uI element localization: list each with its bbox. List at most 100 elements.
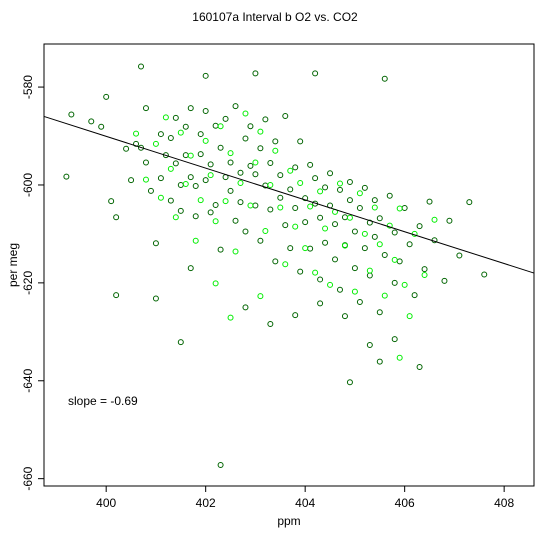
data-point [222, 115, 229, 122]
data-point [441, 277, 448, 284]
data-point [167, 165, 174, 172]
data-point [212, 202, 219, 209]
data-point [267, 181, 274, 188]
data-point [381, 292, 388, 299]
y-axis: -580 -600 -620 -640 -660 [21, 75, 44, 491]
data-point [346, 197, 353, 204]
data-point [237, 169, 244, 176]
data-point [376, 215, 383, 222]
data-point [302, 219, 309, 226]
data-point [242, 110, 249, 117]
data-point [257, 293, 264, 300]
data-point [187, 265, 194, 272]
data-point [202, 72, 209, 79]
data-point [361, 184, 368, 191]
data-point [177, 207, 184, 214]
data-point [282, 112, 289, 119]
data-point [297, 268, 304, 275]
data-point [376, 358, 383, 365]
data-point [401, 281, 408, 288]
data-point [322, 225, 329, 232]
data-point [152, 295, 159, 302]
data-point [202, 177, 209, 184]
data-point [98, 123, 105, 130]
data-point [312, 70, 319, 77]
data-point [232, 103, 239, 110]
data-point [242, 135, 249, 142]
data-point [182, 180, 189, 187]
data-point [297, 138, 304, 145]
data-point [152, 240, 159, 247]
data-point [406, 313, 413, 320]
x-tick-label: 402 [196, 496, 216, 510]
chart-title: 160107a Interval b O2 vs. CO2 [192, 10, 358, 24]
data-point [361, 230, 368, 237]
data-point [287, 167, 294, 174]
data-point [192, 213, 199, 220]
data-point [217, 461, 224, 468]
data-point [481, 271, 488, 278]
data-point [247, 123, 254, 130]
data-point [267, 206, 274, 213]
data-point [187, 174, 194, 181]
data-point [396, 205, 403, 212]
data-point [317, 276, 324, 283]
data-point [431, 216, 438, 223]
data-point [322, 239, 329, 246]
data-point [192, 237, 199, 244]
data-point [391, 229, 398, 236]
data-point [287, 245, 294, 252]
data-point [346, 179, 353, 186]
data-point [312, 269, 319, 276]
data-point [257, 128, 264, 135]
data-point [247, 202, 254, 209]
data-point [416, 223, 423, 230]
data-point [272, 138, 279, 145]
data-point [113, 292, 120, 299]
data-point [167, 134, 174, 141]
data-point [217, 123, 224, 130]
data-point [252, 159, 259, 166]
data-point [356, 298, 363, 305]
data-point [182, 123, 189, 130]
data-point [187, 152, 194, 159]
data-point [277, 204, 284, 211]
data-point [366, 342, 373, 349]
data-point [292, 223, 299, 230]
data-point [202, 108, 209, 115]
data-point [197, 197, 204, 204]
data-point [466, 199, 473, 206]
data-point [227, 150, 234, 157]
data-point [391, 256, 398, 263]
data-point [237, 180, 244, 187]
x-tick-label: 404 [295, 496, 315, 510]
data-point [332, 221, 339, 228]
data-point [336, 180, 343, 187]
data-point [376, 241, 383, 248]
data-point [317, 214, 324, 221]
data-point [147, 187, 154, 194]
data-point [187, 105, 194, 112]
data-point [272, 147, 279, 154]
data-point [252, 171, 259, 178]
data-point [207, 209, 214, 216]
data-point [341, 313, 348, 320]
data-point [242, 304, 249, 311]
data-point [217, 144, 224, 151]
data-point [307, 203, 314, 210]
data-point [207, 172, 214, 179]
data-point [322, 184, 329, 191]
data-point [302, 195, 309, 202]
data-point [351, 265, 358, 272]
data-point [232, 248, 239, 255]
data-point [217, 246, 224, 253]
data-point [202, 137, 209, 144]
data-point [108, 198, 115, 205]
data-point [63, 173, 70, 180]
y-tick-label: -580 [21, 75, 35, 99]
data-point [332, 256, 339, 263]
data-point [252, 70, 259, 77]
data-point [172, 160, 179, 167]
data-point [113, 214, 120, 221]
